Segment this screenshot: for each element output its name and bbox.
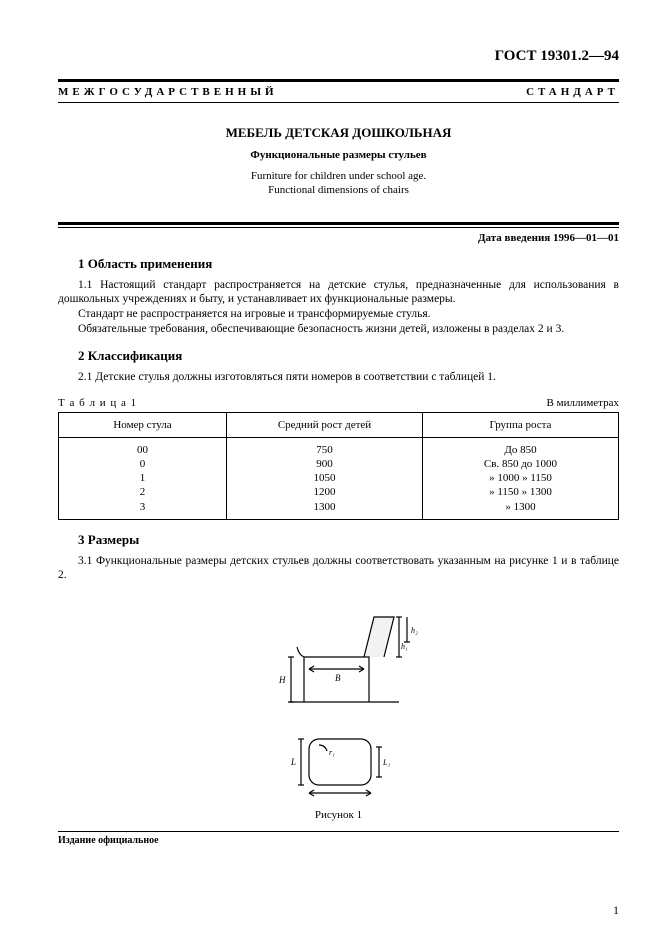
cell-value: 0 [63,457,222,471]
svg-text:r₁: r₁ [329,748,335,757]
cell-value: Св. 850 до 1000 [427,457,614,471]
cell-value: » 1000 » 1150 [427,471,614,485]
cell-col-2: 750 900 1050 1200 1300 [227,438,423,519]
mid-rule-thin [58,227,619,228]
table-1-label-row: Т а б л и ц а 1 В миллиметрах [58,397,619,409]
cell-value: 1 [63,471,222,485]
table-header-row: Номер стула Средний рост детей Группа ро… [59,413,619,438]
cell-value: 3 [63,500,222,514]
svg-text:B: B [335,673,341,683]
top-rule-thin [58,102,619,103]
cell-value: 2 [63,485,222,499]
cell-col-1: 00 0 1 2 3 [59,438,227,519]
section-2-para-1: 2.1 Детские стулья должны изготовляться … [58,370,619,385]
title-main: МЕБЕЛЬ ДЕТСКАЯ ДОШКОЛЬНАЯ [58,125,619,141]
date-line: Дата введения 1996—01—01 [58,232,619,244]
title-block: МЕБЕЛЬ ДЕТСКАЯ ДОШКОЛЬНАЯ Функциональные… [58,125,619,198]
title-en-1: Furniture for children under school age. [58,169,619,183]
title-en-2: Functional dimensions of chairs [58,183,619,197]
col-header-2: Средний рост детей [227,413,423,438]
cell-col-3: До 850 Св. 850 до 1000 » 1000 » 1150 » 1… [423,438,619,519]
seat-plan-icon: L L₁ r₁ [279,727,399,802]
cell-value: 750 [231,443,418,457]
section-1-para-3: Обязательные требования, обеспечивающие … [58,322,619,337]
cell-value: 900 [231,457,418,471]
table-row: 00 0 1 2 3 750 900 1050 1200 1300 [59,438,619,519]
svg-text:h₁: h₁ [401,642,408,651]
table-1: Номер стула Средний рост детей Группа ро… [58,412,619,519]
mid-rule-thick [58,222,619,225]
cell-value: До 850 [427,443,614,457]
table-1-units: В миллиметрах [547,397,619,409]
col-header-3: Группа роста [423,413,619,438]
section-1-para-1: 1.1 Настоящий стандарт распространяется … [58,278,619,307]
footer-rule [58,831,619,832]
figure-1: H B h₂ h₁ L L₁ [58,597,619,821]
svg-text:h₂: h₂ [411,626,418,635]
cell-value: » 1150 » 1300 [427,485,614,499]
cell-value: 1200 [231,485,418,499]
chair-diagram-icon: H B h₂ h₁ [249,597,429,722]
section-1-para-2: Стандарт не распространяется на игровые … [58,307,619,322]
footer-text: Издание официальное [58,835,619,846]
banner-right: СТАНДАРТ [526,86,619,98]
cell-value: 1300 [231,500,418,514]
cell-value: » 1300 [427,500,614,514]
banner: МЕЖГОСУДАРСТВЕННЫЙ СТАНДАРТ [58,82,619,100]
col-header-1: Номер стула [59,413,227,438]
section-2-heading: 2 Классификация [78,348,619,364]
svg-text:L₁: L₁ [382,758,390,767]
page-number: 1 [613,903,619,918]
section-3-heading: 3 Размеры [78,532,619,548]
banner-left: МЕЖГОСУДАРСТВЕННЫЙ [58,86,278,98]
figure-caption: Рисунок 1 [58,809,619,821]
page: ГОСТ 19301.2—94 МЕЖГОСУДАРСТВЕННЫЙ СТАНД… [0,0,661,936]
document-code: ГОСТ 19301.2—94 [58,48,619,65]
title-sub: Функциональные размеры стульев [58,149,619,161]
section-1-heading: 1 Область применения [78,256,619,272]
cell-value: 00 [63,443,222,457]
svg-text:H: H [278,675,286,685]
table-1-label: Т а б л и ц а 1 [58,397,137,409]
svg-text:L: L [290,757,296,767]
section-3-para-1: 3.1 Функциональные размеры детских стуль… [58,554,619,583]
cell-value: 1050 [231,471,418,485]
